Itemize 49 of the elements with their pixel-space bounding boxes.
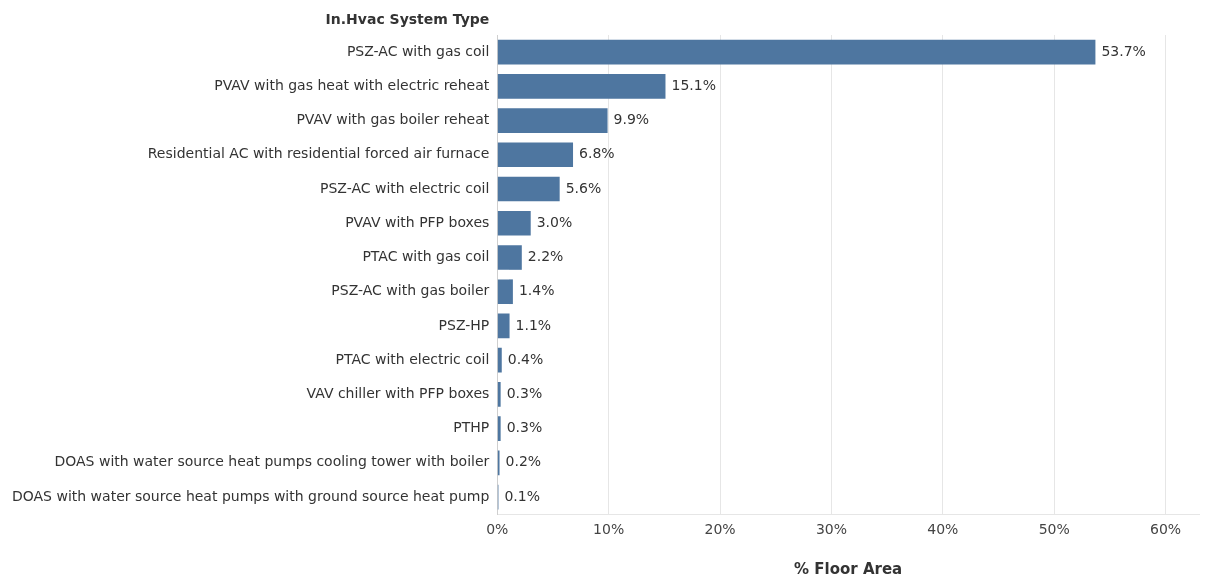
data-label: 1.1% xyxy=(515,316,552,333)
y-tick-label: PVAV with PFP boxes xyxy=(345,213,490,230)
data-label: 53.7% xyxy=(1101,42,1146,59)
bar xyxy=(497,245,522,270)
data-label: 5.6% xyxy=(565,179,602,196)
bar xyxy=(497,142,574,168)
y-tick-label: PSZ-AC with gas coil xyxy=(346,42,490,59)
y-tick-label: PTHP xyxy=(453,419,490,436)
data-label: 2.2% xyxy=(527,248,564,265)
x-tick-label: 20% xyxy=(704,521,736,538)
y-tick-label: Residential AC with residential forced air furnace xyxy=(147,145,490,162)
y-tick-label: PVAV with gas boiler reheat xyxy=(296,111,490,128)
bar xyxy=(497,382,501,407)
data-label: 6.8% xyxy=(579,145,615,162)
bar xyxy=(497,74,666,99)
data-label: 0.3% xyxy=(506,385,543,402)
bar xyxy=(497,313,510,339)
y-tick-label: DOAS with water source heat pumps with ground source heat pump xyxy=(11,487,490,504)
y-tick-label: PTAC with gas coil xyxy=(362,248,490,265)
bar xyxy=(497,176,560,202)
x-tick-label: 10% xyxy=(593,521,625,538)
bar xyxy=(497,416,501,441)
bar xyxy=(497,210,531,236)
x-tick-label: 40% xyxy=(927,521,959,538)
y-tick-label: PSZ-AC with gas boiler xyxy=(331,282,490,299)
y-tick-label: PVAV with gas heat with electric reheat xyxy=(214,76,490,93)
data-label: 0.1% xyxy=(504,487,540,504)
x-tick-label: 50% xyxy=(1038,521,1070,538)
data-label: 3.0% xyxy=(536,213,573,230)
data-label: 15.1% xyxy=(671,76,716,93)
bar xyxy=(497,347,502,373)
data-label: 0.4% xyxy=(507,350,544,367)
y-tick-label: PSZ-AC with electric coil xyxy=(320,179,490,196)
y-tick-label: PTAC with electric coil xyxy=(335,350,490,367)
bar xyxy=(497,108,608,133)
bar xyxy=(497,279,513,305)
x-tick-label: 30% xyxy=(815,521,847,538)
y-tick-label: DOAS with water source heat pumps cooling tower with boiler xyxy=(54,453,490,470)
x-tick-label: 0% xyxy=(486,521,509,538)
x-axis-title: % Floor Area xyxy=(794,559,903,578)
data-label: 0.3% xyxy=(506,419,543,436)
x-tick-label: 60% xyxy=(1150,521,1182,538)
data-label: 9.9% xyxy=(613,111,650,128)
y-tick-label: VAV chiller with PFP boxes xyxy=(306,385,490,402)
y-axis-title: In.Hvac System Type xyxy=(325,10,490,27)
y-tick-label: PSZ-HP xyxy=(438,316,490,333)
data-label: 1.4% xyxy=(518,282,555,299)
data-label: 0.2% xyxy=(505,453,542,470)
bar xyxy=(497,39,1096,65)
